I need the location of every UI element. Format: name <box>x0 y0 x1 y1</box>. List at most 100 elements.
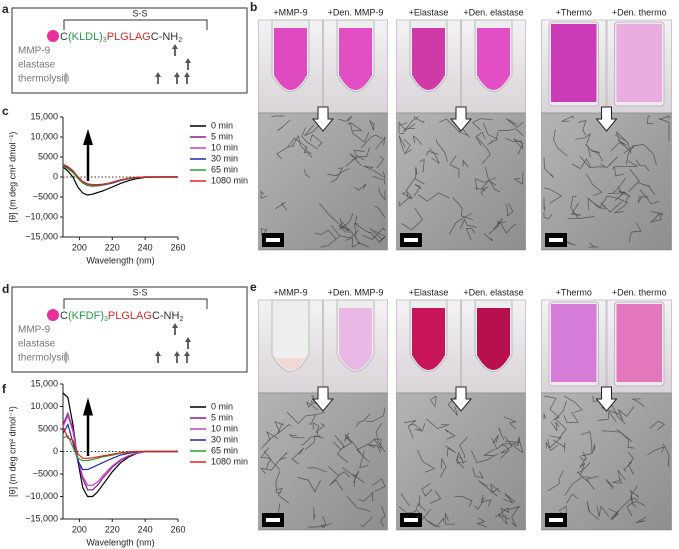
y-tick-label: 0 <box>53 171 58 181</box>
image-label: +Den. thermo <box>612 287 667 297</box>
series-line <box>62 166 178 196</box>
scale-bar <box>549 238 563 242</box>
image-label: +Elastase <box>409 7 449 17</box>
y-tick-label: −5000 <box>33 191 58 201</box>
legend-label: 5 min <box>211 412 233 422</box>
legend-label: 5 min <box>211 131 233 141</box>
cuvette-liquid <box>616 304 662 382</box>
y-tick-label: −15,000 <box>25 231 58 241</box>
fibers <box>543 115 670 248</box>
sequence-part: 3 <box>103 37 107 44</box>
sequence-part: PLGLAG <box>107 31 151 43</box>
sequence-part: 2 <box>179 316 183 323</box>
enzyme-label: elastase <box>18 339 56 350</box>
cuvette-liquid <box>616 24 662 102</box>
fibers <box>260 395 386 528</box>
tube-liquid <box>412 28 445 90</box>
sequence-part: (KFDF) <box>68 310 104 322</box>
tube-liquid <box>274 355 307 370</box>
y-tick-label: −5000 <box>33 468 58 478</box>
disulfide-bracket <box>63 298 208 309</box>
scale-bar <box>549 518 563 522</box>
tube-liquid <box>477 28 510 90</box>
fibers <box>398 115 524 242</box>
scale-bar <box>404 518 418 522</box>
enzyme-label: MMP-9 <box>18 325 51 336</box>
series-line <box>62 163 178 186</box>
pink-dot <box>47 30 59 42</box>
fibers <box>398 395 524 528</box>
x-tick-label: 220 <box>105 242 120 252</box>
series-line <box>62 392 178 498</box>
panel-label: e <box>250 280 257 294</box>
sequence-part: C-NH <box>151 31 179 43</box>
down-arrow <box>449 106 473 132</box>
x-tick-label: 220 <box>105 524 120 534</box>
image-label: +Den. elastase <box>463 287 523 297</box>
x-axis-label: Wavelength (nm) <box>86 537 154 547</box>
scale-bar <box>404 238 418 242</box>
x-tick-label: 240 <box>138 524 153 534</box>
enzyme-label: thermolysin <box>18 74 69 85</box>
cleavage-arrow-head <box>172 323 178 328</box>
em-image <box>396 392 526 531</box>
sequence-part: 2 <box>178 37 182 44</box>
enzyme-label: thermolysin <box>18 353 69 364</box>
y-tick-label: −15,000 <box>25 513 58 523</box>
image-label: +Den. elastase <box>463 7 523 17</box>
image-label: +MMP-9 <box>273 287 307 297</box>
y-tick-label: 5000 <box>38 151 58 161</box>
tube-liquid <box>339 28 372 90</box>
y-tick-label: 10,000 <box>30 401 58 411</box>
series-line <box>62 164 178 186</box>
y-tick-label: −10,000 <box>25 491 58 501</box>
cleavage-arrow-head <box>184 351 190 356</box>
legend-label: 30 min <box>211 153 238 163</box>
cleavage-arrow-head <box>63 351 69 356</box>
y-tick-label: −10,000 <box>25 211 58 221</box>
bridge-label: S-S <box>132 287 147 297</box>
scheme-box <box>11 7 248 94</box>
image-label: +Elastase <box>409 287 449 297</box>
x-tick-label: 260 <box>170 524 185 534</box>
sequence-part: PLGLAG <box>108 310 152 322</box>
sequence-part: C-NH <box>152 310 180 322</box>
legend-label: 10 min <box>211 142 238 152</box>
x-tick-label: 200 <box>72 242 87 252</box>
down-arrow <box>595 386 618 412</box>
cuvette-liquid <box>551 304 597 382</box>
y-axis-label: [θ] (m deg cm² dmol⁻¹) <box>7 406 17 497</box>
y-tick-label: 15,000 <box>30 111 58 121</box>
legend-label: 1080 min <box>211 175 248 185</box>
pink-dot <box>47 309 59 321</box>
enzyme-label: MMP-9 <box>18 46 51 57</box>
panel-label: d <box>2 282 9 296</box>
cuvette-liquid <box>551 24 597 102</box>
down-arrow <box>595 106 618 132</box>
down-arrow <box>449 386 473 412</box>
image-label: +Den. MMP-9 <box>328 7 384 17</box>
down-arrow <box>311 106 335 132</box>
panel-label: f <box>2 382 7 396</box>
sequence-part: C <box>60 31 68 43</box>
enzyme-label: elastase <box>18 60 56 71</box>
panel-label: b <box>250 0 257 14</box>
trend-arrow-head <box>83 397 93 416</box>
trend-arrow-head <box>83 129 93 145</box>
cleavage-arrow-head <box>185 58 191 63</box>
panel-label: c <box>2 104 9 118</box>
y-tick-label: 5000 <box>38 423 58 433</box>
em-image <box>396 112 526 251</box>
cleavage-arrow-head <box>63 72 69 77</box>
x-tick-label: 260 <box>170 242 185 252</box>
x-tick-label: 240 <box>138 242 153 252</box>
disulfide-bracket <box>63 19 208 30</box>
em-image <box>258 112 388 251</box>
bridge-label: S-S <box>132 8 147 18</box>
y-tick-label: 0 <box>53 446 58 456</box>
cleavage-arrow-head <box>172 44 178 49</box>
legend-label: 1080 min <box>211 456 248 466</box>
legend-label: 65 min <box>211 164 238 174</box>
y-axis-label: [θ] (m deg cm² dmol⁻¹) <box>7 132 17 223</box>
